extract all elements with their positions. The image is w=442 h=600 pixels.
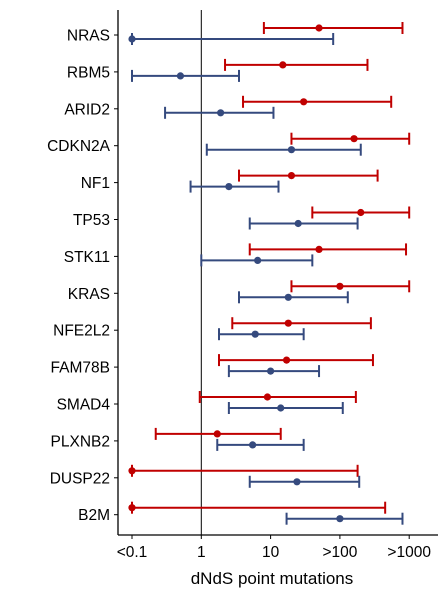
x-axis-title: dNdS point mutations (191, 569, 354, 588)
point-estimate (213, 430, 221, 438)
point-estimate (251, 330, 259, 338)
point-estimate (336, 515, 344, 523)
point-estimate (217, 109, 225, 117)
gene-label: STK11 (64, 249, 110, 266)
point-estimate (293, 478, 301, 486)
x-tick-label: >1000 (387, 544, 431, 561)
point-estimate (267, 367, 275, 375)
point-estimate (128, 467, 136, 475)
gene-label: KRAS (68, 286, 110, 303)
gene-label: CDKN2A (47, 138, 111, 155)
point-estimate (315, 24, 323, 32)
gene-label: NRAS (67, 28, 110, 45)
gene-label: B2M (78, 507, 110, 524)
error-bars (128, 22, 411, 525)
point-estimate (277, 404, 285, 412)
gene-label: DUSP22 (50, 470, 110, 487)
point-estimate (128, 35, 136, 43)
point-estimate (287, 172, 296, 180)
point-estimate (315, 245, 323, 253)
x-tick-label: >100 (322, 544, 357, 561)
point-estimate (176, 72, 185, 80)
point-estimate (282, 356, 291, 364)
x-tick-label: <0.1 (117, 544, 148, 561)
gene-label: NFE2L2 (53, 323, 110, 340)
axes (114, 10, 438, 539)
gene-label: PLXNB2 (51, 433, 110, 450)
point-estimate (279, 61, 287, 69)
gene-label: ARID2 (64, 101, 110, 118)
point-estimate (287, 146, 296, 154)
x-tick-label: 10 (262, 544, 280, 561)
gene-label: NF1 (81, 175, 110, 192)
point-estimate (225, 183, 233, 191)
x-tick-label: 1 (197, 544, 206, 561)
gene-label: SMAD4 (57, 397, 111, 414)
point-estimate (263, 393, 272, 401)
point-estimate (300, 98, 308, 106)
point-estimate (249, 441, 257, 449)
gene-label: FAM78B (51, 360, 110, 377)
point-estimate (254, 256, 262, 264)
point-estimate (350, 135, 358, 143)
point-estimate (284, 319, 292, 327)
gene-label: RBM5 (67, 64, 110, 81)
point-estimate (128, 504, 136, 512)
gene-label: TP53 (73, 212, 110, 229)
point-estimate (294, 219, 302, 228)
labels: <0.1 1 10 >100 >1000 NRAS RBM5 ARID2 CDKN2A NF1 TP… (47, 28, 431, 562)
point-estimate (357, 208, 365, 217)
point-estimate (284, 293, 292, 301)
point-estimate (336, 282, 344, 290)
